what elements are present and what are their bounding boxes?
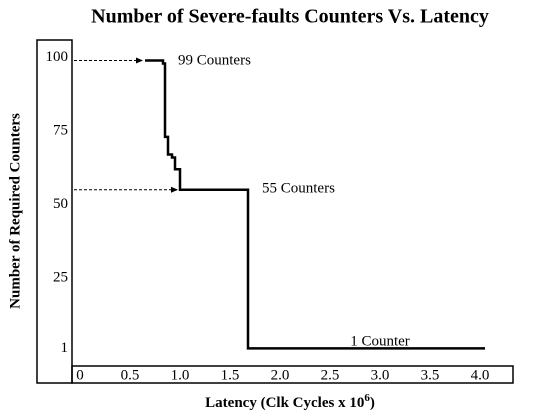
x-tick-label: 3.5 xyxy=(421,367,440,383)
annotation: 99 Counters xyxy=(178,52,251,68)
x-tick-label: 0 xyxy=(76,367,84,383)
x-label-sup: 6 xyxy=(364,392,370,404)
x-tick-label: 0.5 xyxy=(121,367,140,383)
annotation: 1 Counter xyxy=(350,333,410,349)
x-tick-label: 2.5 xyxy=(321,367,340,383)
x-axis-label: Latency (Clk Cycles x 106) xyxy=(205,392,375,412)
y-tick-label: 50 xyxy=(53,196,68,212)
y-tick-label: 75 xyxy=(53,122,68,138)
x-label-text: Latency (Clk Cycles x 10 xyxy=(205,395,364,411)
x-label-suffix: ) xyxy=(370,395,375,411)
y-tick-label: 25 xyxy=(53,269,68,285)
annotation: 55 Counters xyxy=(262,180,335,196)
y-axis-box xyxy=(36,39,73,384)
x-axis-box xyxy=(71,365,514,384)
data-line xyxy=(145,59,485,350)
y-axis-label: Number of Required Counters xyxy=(7,113,23,309)
x-tick-label: 2.0 xyxy=(271,367,290,383)
y-tick-label: 100 xyxy=(46,49,69,65)
x-tick-label: 1.0 xyxy=(171,367,190,383)
x-tick-label: 1.5 xyxy=(221,367,240,383)
x-tick-label: 4.0 xyxy=(471,367,490,383)
chart-title: Number of Severe-faults Counters Vs. Lat… xyxy=(91,6,489,28)
x-tick-label: 3.0 xyxy=(371,367,390,383)
y-tick-label: 1 xyxy=(61,340,69,356)
